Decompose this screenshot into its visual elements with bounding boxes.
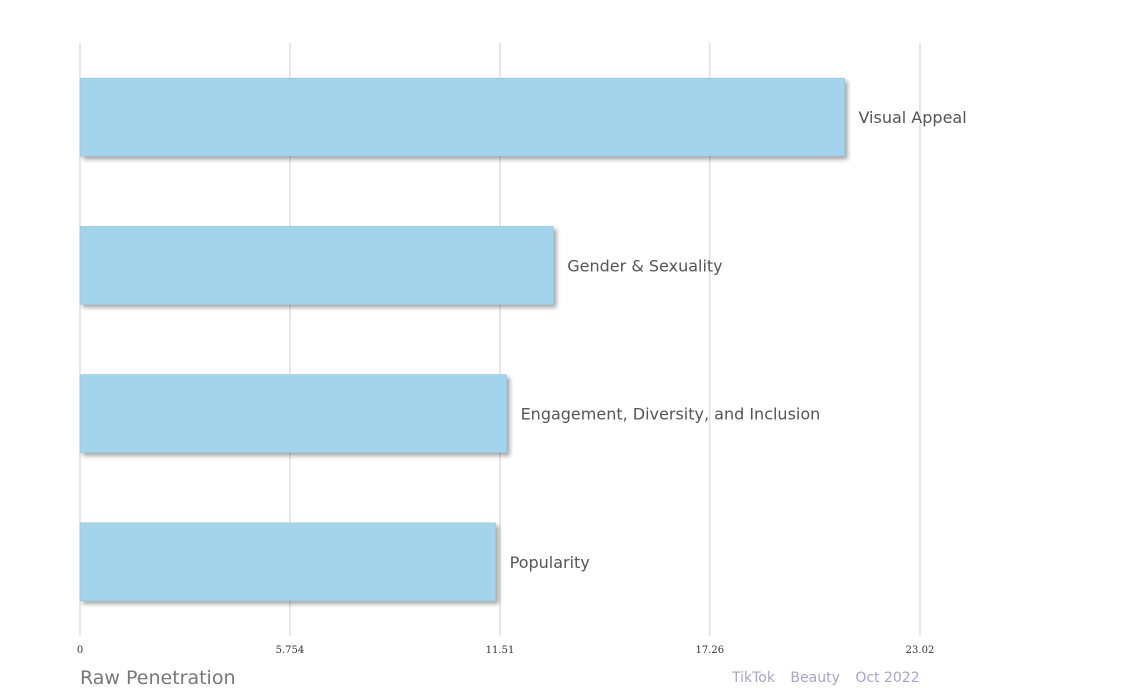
- bars: Visual Appeal Gender & Sexuality Engagemen…: [79, 77, 967, 602]
- footer-platform: TikTok: [732, 670, 775, 686]
- x-tick-label: 0: [77, 645, 83, 656]
- x-tick-label: 17.26: [695, 645, 724, 656]
- bar-category-label: Engagement, Diversity, and Inclusion: [521, 405, 821, 424]
- x-tick-label: 11.51: [486, 645, 515, 656]
- bar-category-label: Visual Appeal: [858, 108, 966, 127]
- x-tick-label: 5.754: [276, 645, 305, 656]
- bar: [79, 522, 496, 602]
- footer-category: Beauty: [790, 670, 840, 686]
- x-tick-label: 23.02: [906, 645, 935, 656]
- bar-category-label: Popularity: [510, 553, 590, 572]
- bar: [79, 226, 554, 305]
- bar: [79, 374, 507, 453]
- footer-meta: TikTok Beauty Oct 2022: [732, 670, 920, 686]
- x-axis-title: Raw Penetration: [80, 667, 236, 689]
- bar-category-label: Gender & Sexuality: [567, 256, 722, 275]
- footer-period: Oct 2022: [855, 670, 920, 686]
- bar: [79, 77, 845, 157]
- x-axis-ticks: 0 5.754 11.51 17.26 23.02: [77, 645, 935, 656]
